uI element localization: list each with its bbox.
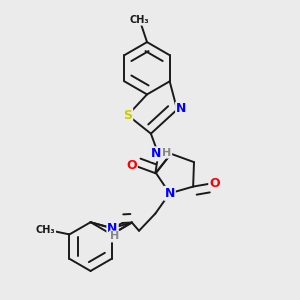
Text: H: H [162,148,171,158]
Text: N: N [151,147,161,161]
Text: O: O [209,177,220,190]
Text: CH₃: CH₃ [130,15,149,25]
Text: N: N [164,187,175,200]
Text: S: S [123,109,132,122]
Text: N: N [107,222,118,235]
Text: CH₃: CH₃ [36,225,56,235]
Text: O: O [126,159,137,172]
Text: N: N [176,103,187,116]
Text: H: H [110,232,119,242]
